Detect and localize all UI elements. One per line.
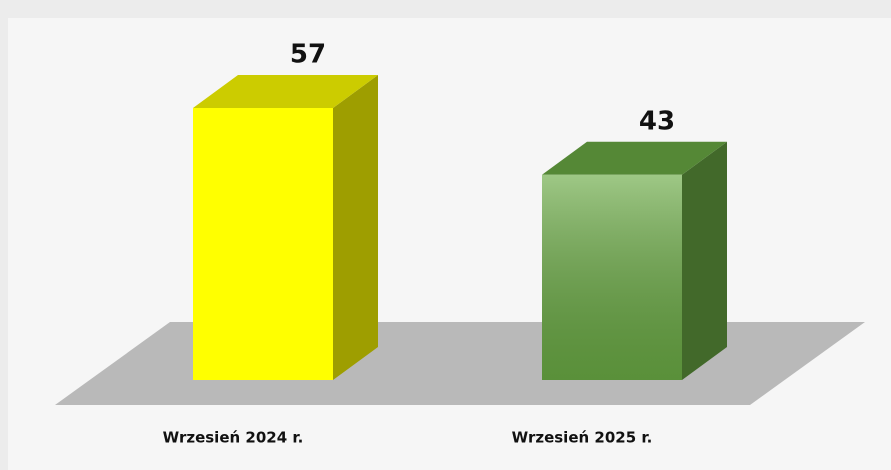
value-label: 57: [290, 40, 326, 70]
floor: [55, 322, 865, 405]
bar-side: [682, 141, 727, 380]
bar: [193, 75, 378, 380]
bar-top: [542, 141, 727, 175]
bar-front: [193, 108, 333, 380]
category-label: Wrzesień 2024 r.: [163, 429, 304, 447]
value-label: 43: [639, 106, 675, 136]
bar-side: [333, 75, 378, 380]
bar: [542, 141, 727, 380]
category-label: Wrzesień 2025 r.: [512, 429, 653, 447]
bar-top: [193, 75, 378, 108]
bar-shine: [542, 174, 682, 380]
